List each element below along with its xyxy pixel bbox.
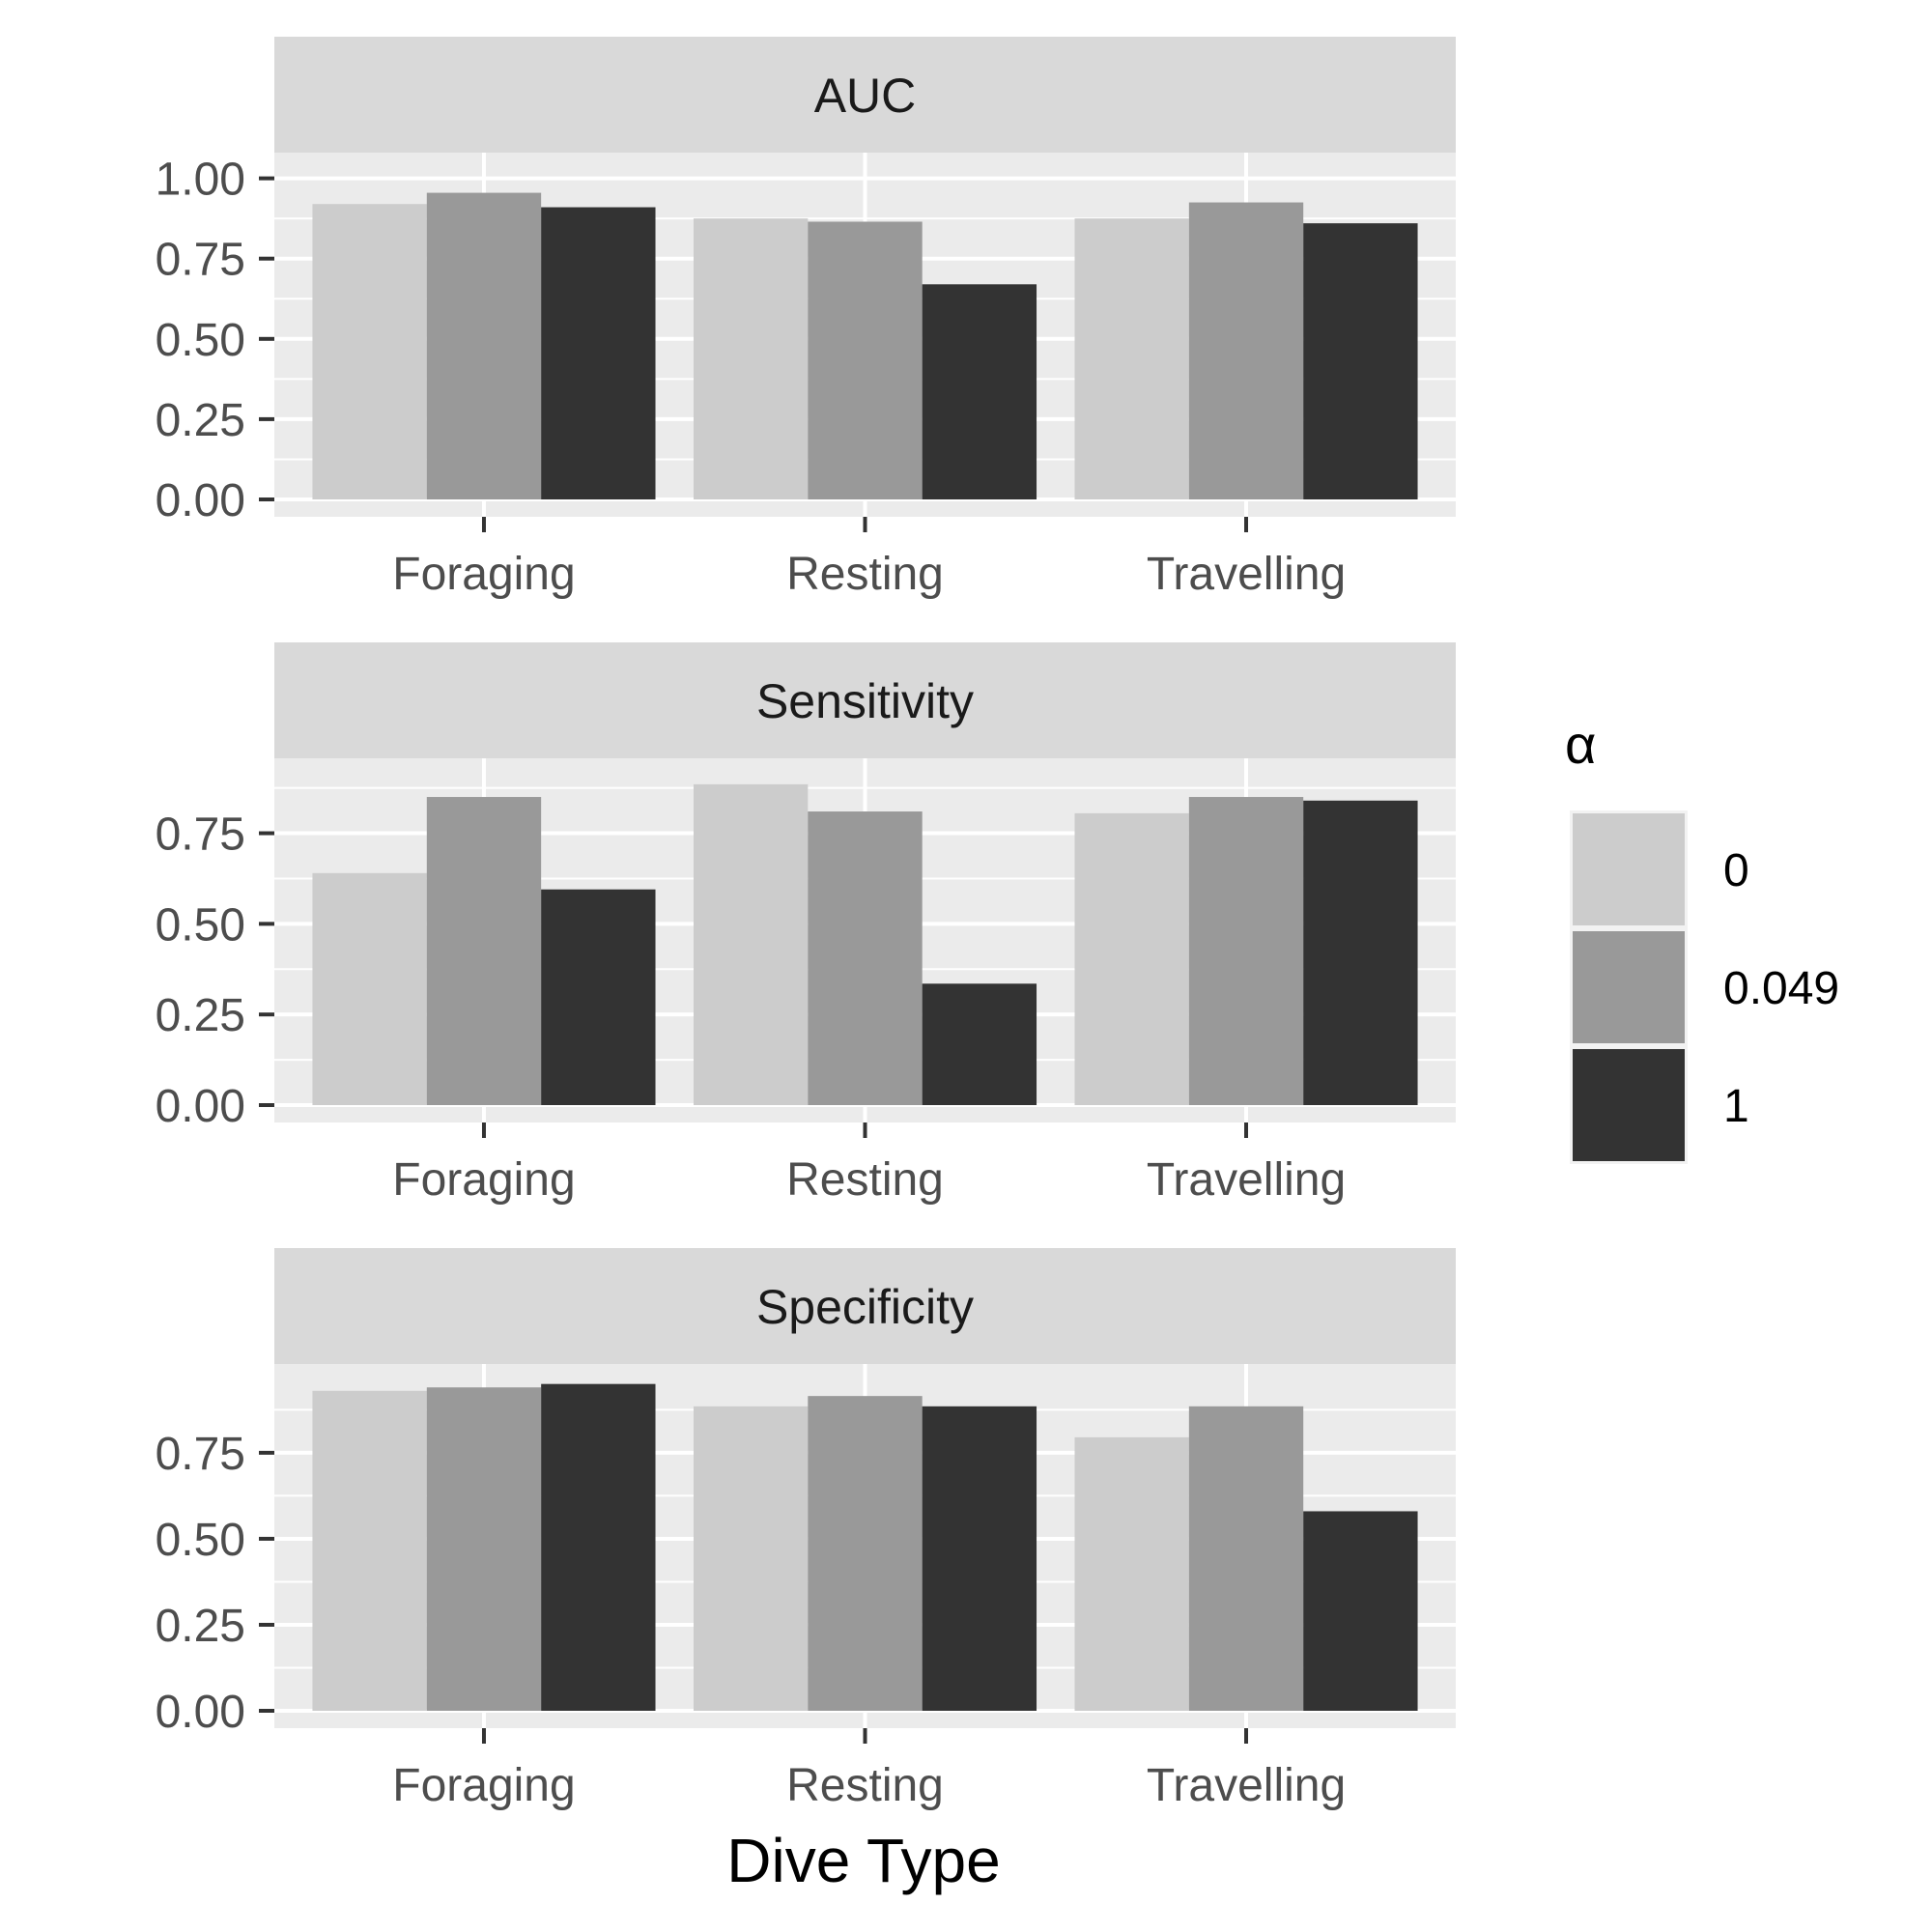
bar-specificity-foraging-alpha-1 — [541, 1383, 656, 1711]
y-tick-label: 0.75 — [156, 1429, 245, 1480]
legend-swatch-0.049 — [1573, 931, 1685, 1043]
x-tick-label: Resting — [786, 549, 944, 600]
bar-auc-travelling-alpha-1 — [1303, 223, 1418, 499]
y-tick-label: 0.50 — [156, 315, 245, 366]
bar-auc-foraging-alpha-0 — [312, 204, 427, 499]
x-tick-label: Resting — [786, 1154, 944, 1206]
bar-specificity-foraging-alpha-0 — [312, 1390, 427, 1711]
bar-specificity-travelling-alpha-0.049 — [1188, 1406, 1304, 1711]
bar-sensitivity-resting-alpha-0 — [693, 783, 809, 1105]
legend-title: α — [1565, 714, 1596, 775]
x-tick-label: Foraging — [392, 1154, 575, 1206]
bar-specificity-travelling-alpha-0 — [1074, 1436, 1189, 1711]
bar-auc-foraging-alpha-0.049 — [426, 192, 542, 500]
bar-auc-resting-alpha-0 — [693, 218, 809, 499]
x-tick-label: Foraging — [392, 549, 575, 600]
facet-strip — [274, 642, 1456, 758]
y-tick-label: 0.00 — [156, 1687, 245, 1738]
x-tick-label: Foraging — [392, 1760, 575, 1811]
y-tick-label: 0.00 — [156, 1081, 245, 1132]
facet-panel-sensitivity: Sensitivity 0.00 0.25 0.50 0.75 Foraging Resti… — [156, 642, 1456, 1206]
legend-swatch-1 — [1573, 1049, 1685, 1161]
legend-label: 1 — [1723, 1081, 1749, 1132]
bar-auc-travelling-alpha-0.049 — [1188, 202, 1304, 500]
bar-specificity-resting-alpha-1 — [922, 1406, 1037, 1711]
bar-auc-resting-alpha-1 — [922, 284, 1037, 499]
y-tick-label: 0.50 — [156, 899, 245, 951]
y-tick-label: 0.25 — [156, 1601, 245, 1652]
bar-sensitivity-travelling-alpha-1 — [1303, 800, 1418, 1105]
bar-sensitivity-travelling-alpha-0 — [1074, 812, 1189, 1105]
bar-auc-foraging-alpha-1 — [541, 207, 656, 500]
y-tick-label: 0.25 — [156, 395, 245, 446]
bar-sensitivity-foraging-alpha-1 — [541, 889, 656, 1105]
bar-sensitivity-foraging-alpha-0 — [312, 872, 427, 1105]
x-tick-label: Travelling — [1147, 1760, 1346, 1811]
legend-label: 0 — [1723, 845, 1749, 896]
bar-specificity-resting-alpha-0 — [693, 1406, 809, 1711]
x-axis-title: Dive Type — [726, 1826, 1000, 1895]
facet-panel-auc: AUC 0.00 0.25 0.50 0.75 1.00 Foraging Resting Tr… — [156, 37, 1456, 600]
facet-strip — [274, 1248, 1456, 1364]
y-tick-label: 0.75 — [156, 235, 245, 286]
x-tick-label: Resting — [786, 1760, 944, 1811]
facet-panel-specificity: Specificity 0.00 0.25 0.50 0.75 Foraging Resti… — [156, 1248, 1456, 1811]
y-tick-label: 0.50 — [156, 1515, 245, 1566]
bar-sensitivity-travelling-alpha-0.049 — [1188, 797, 1304, 1105]
legend: α 0 0.049 1 — [1565, 714, 1839, 1164]
bar-auc-resting-alpha-0.049 — [808, 221, 923, 499]
facet-title: Sensitivity — [756, 674, 974, 728]
bar-specificity-foraging-alpha-0.049 — [426, 1387, 542, 1711]
y-tick-label: 1.00 — [156, 155, 245, 206]
bar-sensitivity-foraging-alpha-0.049 — [426, 797, 542, 1105]
x-tick-label: Travelling — [1147, 549, 1346, 600]
bar-auc-travelling-alpha-0 — [1074, 218, 1189, 499]
x-tick-label: Travelling — [1147, 1154, 1346, 1206]
y-tick-label: 0.00 — [156, 475, 245, 526]
legend-label: 0.049 — [1723, 963, 1839, 1014]
bar-specificity-resting-alpha-0.049 — [808, 1396, 923, 1711]
y-tick-label: 0.25 — [156, 990, 245, 1041]
facet-title: Specificity — [756, 1280, 974, 1334]
bar-sensitivity-resting-alpha-1 — [922, 983, 1037, 1105]
y-tick-label: 0.75 — [156, 810, 245, 861]
bar-sensitivity-resting-alpha-0.049 — [808, 811, 923, 1105]
facet-strip — [274, 37, 1456, 153]
bar-specificity-travelling-alpha-1 — [1303, 1511, 1418, 1711]
legend-swatch-0 — [1573, 813, 1685, 925]
facet-title: AUC — [814, 69, 917, 123]
